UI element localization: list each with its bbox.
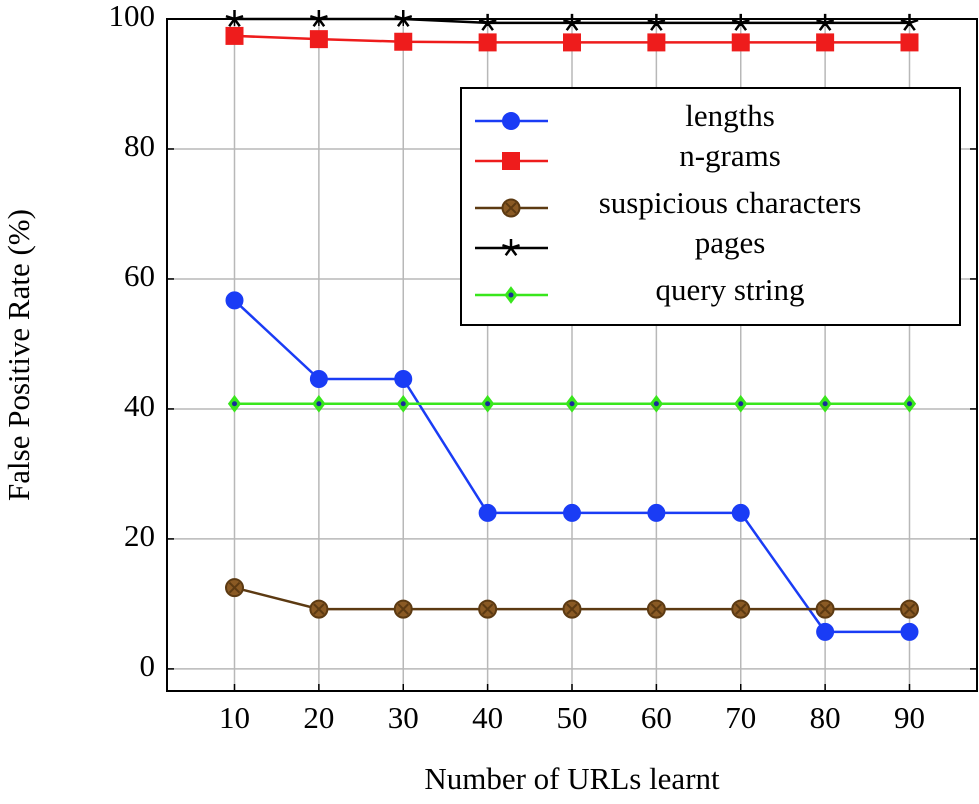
marker-cross (819, 603, 831, 615)
marker (227, 394, 242, 413)
marker (501, 198, 521, 218)
marker (309, 10, 328, 28)
y-tick-label: 100 (109, 0, 156, 33)
marker-cross (903, 603, 916, 615)
marker (312, 394, 326, 413)
legend: lengths n-grams suspicious characters pages… (460, 87, 961, 326)
marker (563, 13, 581, 31)
marker (394, 10, 413, 28)
marker (816, 33, 835, 52)
marker (900, 33, 919, 52)
marker (900, 13, 919, 31)
marker (816, 622, 835, 641)
marker (309, 599, 329, 619)
marker (502, 152, 520, 170)
marker (478, 503, 497, 522)
marker (394, 370, 413, 389)
marker (647, 33, 666, 52)
legend-label: query string (656, 272, 805, 307)
marker-dot (653, 401, 659, 407)
marker-cross (650, 603, 663, 615)
marker-cross (505, 202, 517, 214)
marker (647, 503, 666, 522)
legend-label: suspicious characters (599, 185, 862, 220)
marker (900, 599, 919, 619)
x-tick-label: 70 (725, 700, 756, 735)
marker (396, 394, 410, 413)
marker (478, 599, 498, 619)
marker (502, 112, 520, 130)
x-tick-label: 80 (810, 700, 841, 735)
marker (816, 13, 835, 31)
marker (815, 599, 835, 619)
x-tick-label: 10 (219, 700, 250, 735)
x-tick-label: 40 (472, 700, 503, 735)
legend-label: lengths (685, 98, 775, 133)
legend-label: n-grams (679, 138, 781, 173)
marker-dot (232, 401, 237, 407)
marker (562, 599, 582, 619)
marker-cross (566, 603, 578, 615)
x-tick-label: 90 (894, 700, 925, 735)
marker (478, 33, 497, 52)
x-axis-label: Number of URLs learnt (424, 761, 720, 796)
y-axis-label: False Positive Rate (%) (1, 209, 36, 501)
marker-dot (822, 401, 828, 407)
marker-dot (738, 401, 744, 407)
marker-dot (569, 401, 575, 407)
x-tick-label: 20 (303, 700, 334, 735)
y-tick-label: 60 (124, 258, 155, 293)
marker (309, 370, 328, 389)
marker-cross (735, 603, 747, 615)
y-tick-label: 0 (140, 648, 156, 683)
marker (731, 13, 750, 31)
marker-dot (400, 401, 406, 407)
marker-dot (316, 401, 322, 407)
marker (565, 394, 579, 413)
marker (731, 599, 751, 619)
legend-label: pages (695, 225, 766, 260)
marker (731, 503, 750, 522)
marker (225, 10, 244, 28)
marker (309, 30, 328, 49)
x-tick-label: 30 (388, 700, 419, 735)
marker-dot (508, 292, 514, 298)
x-tick-label: 50 (557, 700, 588, 735)
marker (563, 503, 581, 522)
marker-cross (397, 603, 409, 615)
marker (225, 291, 244, 310)
marker (731, 33, 750, 52)
marker (900, 622, 919, 641)
marker (649, 394, 663, 413)
marker (563, 33, 581, 52)
marker (393, 599, 413, 619)
marker (502, 239, 520, 257)
marker (646, 599, 666, 619)
marker (902, 394, 917, 413)
marker (818, 394, 832, 413)
x-tick-label: 60 (641, 700, 672, 735)
marker-cross (481, 603, 494, 615)
marker (478, 13, 497, 31)
marker-cross (228, 581, 241, 594)
y-tick-label: 40 (124, 388, 155, 423)
marker-dot (907, 401, 912, 407)
marker-dot (485, 401, 491, 407)
marker (225, 26, 244, 45)
marker (504, 286, 518, 304)
marker (481, 394, 495, 413)
marker-cross (313, 603, 325, 615)
legend-box (460, 87, 961, 326)
marker (647, 13, 666, 31)
y-tick-label: 80 (124, 128, 155, 163)
marker (394, 32, 413, 51)
marker (734, 394, 748, 413)
marker (225, 578, 244, 598)
y-tick-label: 20 (124, 518, 155, 553)
